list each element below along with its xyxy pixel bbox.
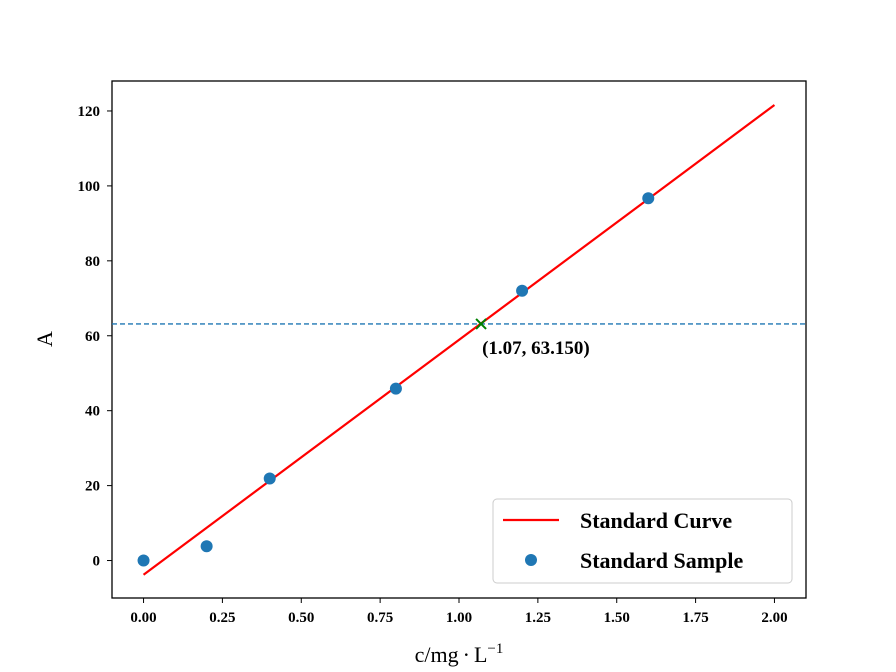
y-tick-label: 40	[85, 404, 100, 420]
intersection-marker-stroke	[475, 318, 487, 330]
legend-sample-swatch	[525, 554, 537, 566]
standard-sample-point	[263, 472, 276, 485]
x-axis-ticks: 0.00 0.25 0.50 0.75 1.00 1.25 1.50 1.75 2.00	[130, 598, 788, 626]
y-tick-label: 20	[85, 479, 100, 495]
x-axis-title-main: c/mg	[415, 642, 459, 667]
standard-sample-point	[389, 382, 402, 395]
y-tick-label: 100	[78, 179, 101, 195]
y-axis-ticks: 0 20 40 60 80 100 120	[78, 104, 112, 570]
legend-curve-label: Standard Curve	[580, 508, 732, 533]
standard-sample-point	[516, 284, 529, 297]
legend-box	[492, 498, 793, 584]
y-tick-label: 0	[93, 554, 101, 570]
legend: Standard Curve Standard Sample	[492, 498, 793, 584]
standard-sample-point	[642, 192, 655, 205]
x-tick-label: 0.00	[130, 610, 156, 626]
x-axis-title: c/mg · L−1	[415, 641, 504, 667]
standard-sample-point	[137, 554, 150, 567]
y-tick-label: 120	[78, 104, 101, 120]
standard-sample-point	[200, 540, 213, 553]
x-tick-label: 0.25	[209, 610, 235, 626]
x-tick-label: 1.50	[604, 610, 630, 626]
x-axis-title-unit: L	[474, 642, 487, 667]
y-axis-title: A	[32, 331, 57, 347]
x-tick-label: 1.00	[446, 610, 472, 626]
plot-area	[112, 104, 806, 576]
standard-curve-line	[142, 104, 776, 576]
x-tick-label: 2.00	[761, 610, 787, 626]
x-tick-label: 1.25	[525, 610, 551, 626]
x-axis-title-exponent: −1	[487, 641, 503, 657]
x-tick-label: 1.75	[682, 610, 708, 626]
x-axis-title-dot: ·	[463, 642, 470, 667]
y-tick-label: 80	[85, 254, 100, 270]
legend-sample-label: Standard Sample	[580, 548, 743, 573]
intersection-marker	[475, 318, 487, 330]
x-tick-label: 0.75	[367, 610, 393, 626]
x-tick-label: 0.50	[288, 610, 314, 626]
y-tick-label: 60	[85, 329, 100, 345]
intersection-annotation: (1.07, 63.150)	[482, 338, 590, 359]
